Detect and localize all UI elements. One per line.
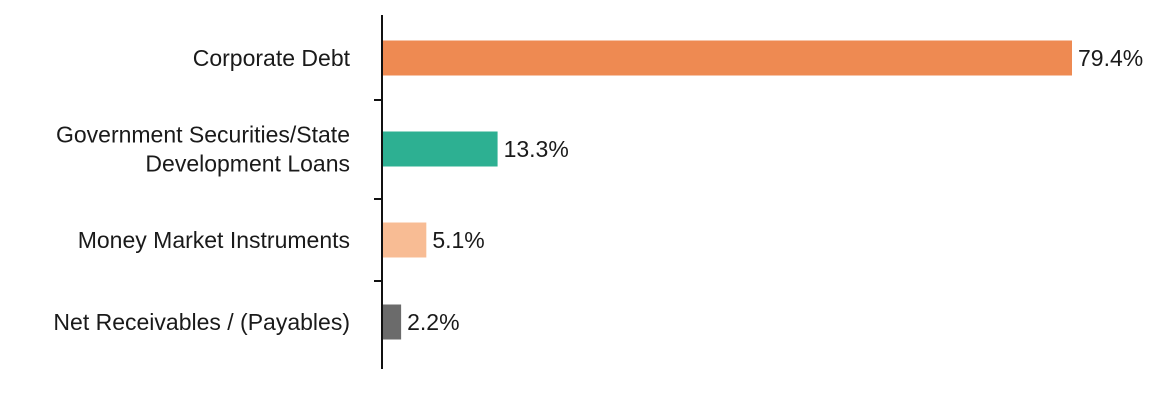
category-label: Government Securities/State Development L… <box>56 122 350 177</box>
category-label-line: Development Loans <box>145 151 350 177</box>
category-label: Net Receivables / (Payables) <box>53 309 350 335</box>
bar <box>383 40 1072 76</box>
category-label-line: Net Receivables / (Payables) <box>53 309 350 335</box>
category-label: Corporate Debt <box>193 45 351 71</box>
category-label-line: Government Securities/State <box>56 122 350 148</box>
category-label: Money Market Instruments <box>78 227 350 253</box>
category-label-line: Money Market Instruments <box>78 227 350 253</box>
bar-value-label: 79.4% <box>1078 45 1143 71</box>
bar <box>383 304 402 340</box>
value-labels: 79.4% 13.3% 5.1% 2.2% <box>407 45 1143 335</box>
bars-layer <box>383 40 1072 340</box>
category-label-line: Corporate Debt <box>193 45 351 71</box>
bar <box>383 222 427 258</box>
bar-value-label: 13.3% <box>504 136 569 162</box>
category-labels: Corporate Debt Government Securities/Stat… <box>53 45 350 335</box>
bar-value-label: 5.1% <box>432 227 484 253</box>
bar-value-label: 2.2% <box>407 309 459 335</box>
bar <box>383 131 498 167</box>
y-axis-ticks <box>374 99 382 282</box>
